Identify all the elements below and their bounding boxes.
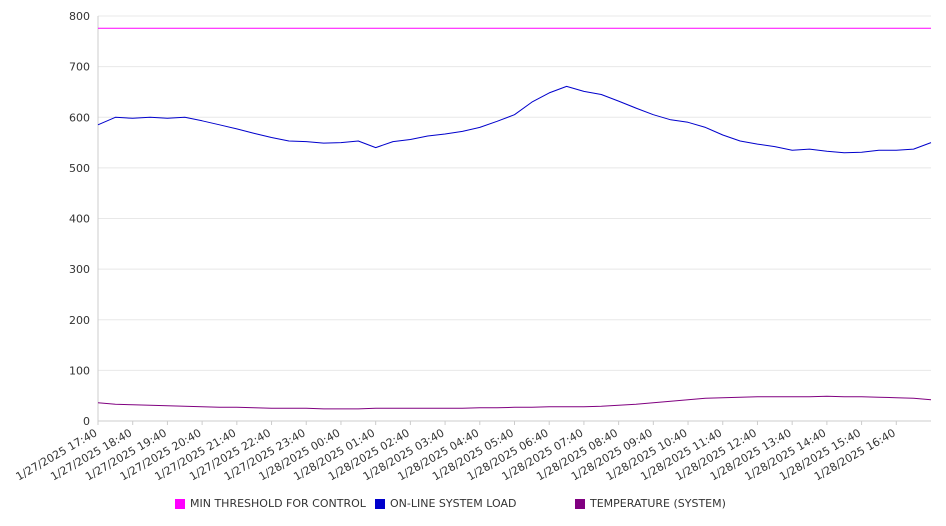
y-tick-label: 600 — [69, 111, 90, 124]
y-tick-label: 800 — [69, 10, 90, 23]
legend-item-online-load[interactable]: ON-LINE SYSTEM LOAD — [375, 497, 516, 510]
y-tick-label: 300 — [69, 263, 90, 276]
y-tick-label: 500 — [69, 162, 90, 175]
series-line-2[interactable] — [97, 395, 932, 410]
grid-lines — [98, 15, 931, 422]
legend-item-temperature[interactable]: TEMPERATURE (SYSTEM) — [575, 497, 726, 510]
legend-label-online-load: ON-LINE SYSTEM LOAD — [390, 497, 517, 510]
y-tick-label: 200 — [69, 314, 90, 327]
y-tick-label: 400 — [69, 213, 90, 226]
legend-swatch-online-load — [375, 498, 385, 509]
y-tick-label: 0 — [83, 415, 90, 428]
legend-label-min-threshold: MIN THRESHOLD FOR CONTROL — [190, 497, 366, 510]
x-axis-tick-labels: 1/27/2025 17:401/27/2025 18:401/27/2025 … — [14, 426, 898, 483]
series-lines — [97, 27, 932, 410]
legend-swatch-temperature — [575, 498, 585, 509]
y-tick-label: 700 — [69, 61, 90, 74]
y-tick-label: 100 — [69, 364, 90, 377]
legend-label-temperature: TEMPERATURE (SYSTEM) — [590, 497, 726, 510]
axes — [97, 16, 931, 425]
legend-item-min-threshold[interactable]: MIN THRESHOLD FOR CONTROL — [175, 497, 366, 510]
series-line-1[interactable] — [97, 85, 932, 154]
legend-swatch-min-threshold — [175, 498, 185, 509]
y-axis-tick-labels: 0 100 200 300 400 500 600 700 800 — [69, 10, 90, 428]
legend: MIN THRESHOLD FOR CONTROL ON-LINE SYSTEM… — [0, 497, 946, 517]
